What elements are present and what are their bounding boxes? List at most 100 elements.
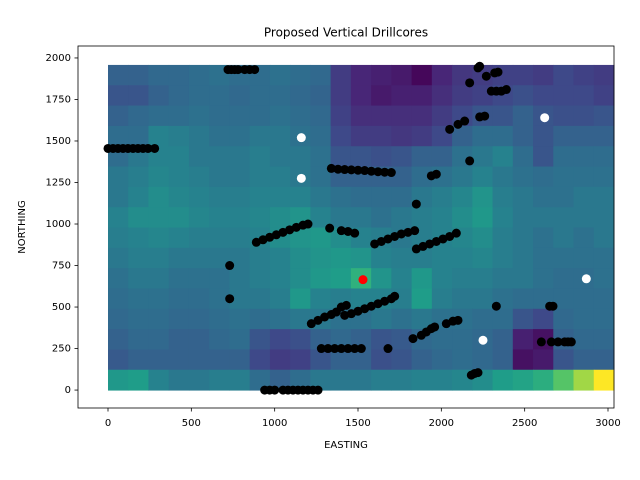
y-tick-label: 1750 bbox=[46, 94, 71, 105]
scatter-point bbox=[306, 319, 316, 329]
scatter-point bbox=[445, 124, 455, 134]
heatmap-cell bbox=[431, 247, 453, 269]
heatmap-cell bbox=[269, 105, 291, 127]
heatmap-cell bbox=[330, 247, 352, 269]
heatmap-cell bbox=[533, 227, 554, 249]
heatmap-cell bbox=[229, 125, 251, 147]
scatter-point bbox=[225, 261, 235, 271]
heatmap-cell bbox=[310, 207, 332, 228]
heatmap-cell bbox=[229, 369, 251, 391]
heatmap-cell bbox=[350, 207, 372, 228]
heatmap-cell bbox=[209, 85, 230, 107]
heatmap-cell bbox=[553, 85, 575, 107]
heatmap-cell bbox=[148, 64, 170, 86]
heatmap-cell bbox=[533, 64, 554, 86]
scatter-point bbox=[143, 143, 153, 153]
heatmap-cell bbox=[593, 349, 615, 371]
heatmap-cell bbox=[168, 207, 190, 228]
heatmap-cell bbox=[350, 146, 372, 168]
heatmap-cell bbox=[269, 349, 291, 371]
y-tick-label: 500 bbox=[52, 302, 71, 313]
heatmap-cell bbox=[188, 166, 210, 188]
scatter-point bbox=[333, 164, 343, 174]
heatmap-cell bbox=[128, 288, 149, 310]
heatmap-cell bbox=[553, 186, 575, 208]
heatmap-cell bbox=[492, 166, 514, 188]
heatmap-cell bbox=[128, 369, 149, 391]
heatmap-cell bbox=[269, 146, 291, 168]
scatter-point bbox=[383, 344, 393, 354]
heatmap-cell bbox=[553, 207, 575, 228]
heatmap-cell bbox=[310, 64, 332, 86]
heatmap-cell bbox=[573, 247, 595, 269]
heatmap-cell bbox=[249, 369, 271, 391]
scatter-point bbox=[366, 166, 376, 176]
heatmap-cell bbox=[168, 166, 190, 188]
heatmap-cell bbox=[411, 369, 433, 391]
heatmap-cell bbox=[108, 308, 129, 330]
heatmap-cell bbox=[371, 247, 392, 269]
scatter-point bbox=[373, 167, 383, 177]
heatmap-cell bbox=[533, 125, 554, 147]
heatmap-cell bbox=[148, 85, 170, 107]
heatmap-cell bbox=[249, 146, 271, 168]
heatmap-cell bbox=[371, 105, 392, 127]
scatter-point bbox=[356, 344, 366, 354]
heatmap-cell bbox=[492, 349, 514, 371]
heatmap-cell bbox=[553, 146, 575, 168]
plot-frame bbox=[77, 45, 615, 409]
scatter-point bbox=[581, 274, 591, 284]
heatmap-cell bbox=[472, 186, 494, 208]
heatmap-cell bbox=[108, 207, 129, 228]
y-tick-label: 2000 bbox=[46, 53, 71, 64]
heatmap-cell bbox=[593, 85, 615, 107]
heatmap-cell bbox=[188, 64, 210, 86]
heatmap-cell bbox=[431, 369, 453, 391]
heatmap-cell bbox=[209, 166, 230, 188]
heatmap-cell bbox=[472, 349, 494, 371]
heatmap-cell bbox=[593, 105, 615, 127]
heatmap-cell bbox=[472, 166, 494, 188]
heatmap-cell bbox=[290, 288, 311, 310]
heatmap-cell bbox=[209, 105, 230, 127]
heatmap-cell bbox=[452, 329, 473, 350]
heatmap-cell bbox=[593, 186, 615, 208]
heatmap-cell bbox=[188, 308, 210, 330]
heatmap-cell bbox=[411, 85, 433, 107]
heatmap-cell bbox=[148, 125, 170, 147]
heatmap-cell bbox=[593, 369, 615, 391]
heatmap-cell bbox=[431, 105, 453, 127]
heatmap-cell bbox=[168, 369, 190, 391]
heatmap-cell bbox=[229, 146, 251, 168]
scatter-point bbox=[358, 275, 368, 285]
heatmap-cell bbox=[452, 125, 473, 147]
heatmap-cell bbox=[492, 227, 514, 249]
scatter-point bbox=[453, 315, 463, 325]
scatter-point bbox=[326, 163, 336, 173]
heatmap-cell bbox=[209, 288, 230, 310]
heatmap-cell bbox=[310, 268, 332, 289]
x-tick-label: 1000 bbox=[262, 418, 287, 429]
heatmap-cell bbox=[512, 227, 534, 249]
heatmap-cell bbox=[128, 268, 149, 289]
heatmap-cell bbox=[553, 227, 575, 249]
heatmap-cell bbox=[431, 329, 453, 350]
scatter-point bbox=[475, 61, 485, 71]
heatmap-cell bbox=[391, 247, 413, 269]
heatmap-cell bbox=[209, 268, 230, 289]
heatmap-cell bbox=[229, 288, 251, 310]
heatmap-cell bbox=[452, 288, 473, 310]
heatmap-cell bbox=[108, 227, 129, 249]
heatmap-cell bbox=[492, 146, 514, 168]
heatmap-cell bbox=[249, 349, 271, 371]
heatmap-cell bbox=[452, 166, 473, 188]
heatmap-cell bbox=[431, 146, 453, 168]
heatmap-cell bbox=[128, 349, 149, 371]
heatmap-cell bbox=[108, 125, 129, 147]
scatter-point bbox=[360, 166, 370, 176]
heatmap-cell bbox=[512, 268, 534, 289]
y-tick-label: 1000 bbox=[46, 219, 71, 230]
heatmap-cell bbox=[533, 146, 554, 168]
scatter-point bbox=[390, 291, 400, 301]
heatmap-cell bbox=[108, 268, 129, 289]
